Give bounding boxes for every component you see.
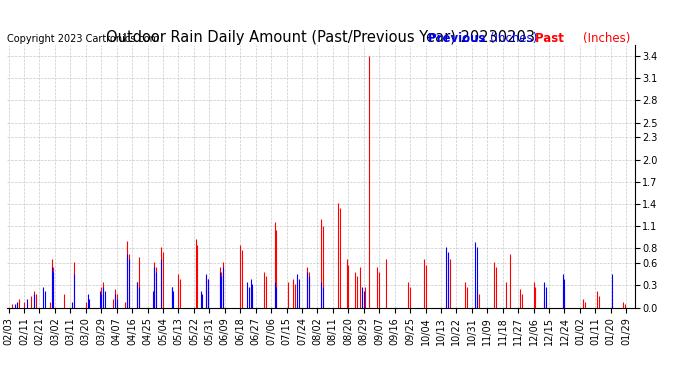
Text: Copyright 2023 Cartronics.com: Copyright 2023 Cartronics.com: [7, 34, 159, 44]
Text: (Inches): (Inches): [490, 32, 538, 45]
Text: Past: Past: [535, 32, 572, 45]
Text: (Inches): (Inches): [583, 32, 631, 45]
Title: Outdoor Rain Daily Amount (Past/Previous Year) 20230203: Outdoor Rain Daily Amount (Past/Previous…: [106, 30, 535, 45]
Text: Previous: Previous: [428, 32, 493, 45]
